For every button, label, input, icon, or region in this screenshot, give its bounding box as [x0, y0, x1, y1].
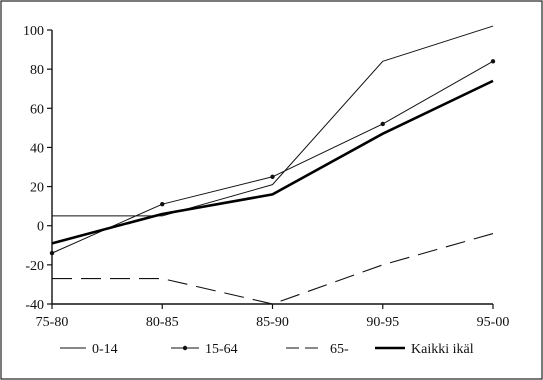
- y-axis-ticks: -40 -20 0 20 40 60 80 100: [23, 24, 52, 313]
- series-lines: [49, 25, 496, 305]
- y-tick-label: 0: [37, 220, 44, 235]
- y-tick-label: 40: [30, 141, 44, 156]
- series-line-0: [52, 25, 494, 217]
- series-line-3: [51, 79, 494, 245]
- y-tick-label: -40: [25, 298, 44, 313]
- y-tick-label: 80: [30, 63, 44, 78]
- x-axis-ticks: 75-80 80-85 85-90 90-95 95-00: [36, 304, 510, 330]
- x-tick-label: 90-95: [366, 315, 399, 330]
- x-tick-label: 80-85: [146, 315, 179, 330]
- y-tick-label: 20: [30, 181, 44, 196]
- legend-label: 65-: [330, 342, 349, 357]
- y-tick-label: -20: [25, 259, 44, 274]
- x-tick-label: 85-90: [256, 315, 289, 330]
- legend-label: Kaikki ikäl: [411, 342, 474, 357]
- series-point: [380, 121, 385, 127]
- x-tick-label: 75-80: [36, 315, 69, 330]
- series-point: [49, 250, 55, 256]
- y-tick-label: 100: [23, 24, 44, 39]
- legend-label: 15-64: [205, 342, 238, 357]
- series-line-2: [52, 233, 494, 305]
- legend-swatch-point: [182, 345, 188, 351]
- legend: 0-14 15-64 65- Kaikki ikäl: [60, 342, 474, 357]
- series-point: [160, 201, 165, 207]
- series-point: [490, 59, 496, 64]
- legend-label: 0-14: [92, 342, 118, 357]
- y-tick-label: 60: [30, 102, 44, 117]
- series-point: [270, 174, 275, 179]
- x-tick-label: 95-00: [477, 315, 510, 330]
